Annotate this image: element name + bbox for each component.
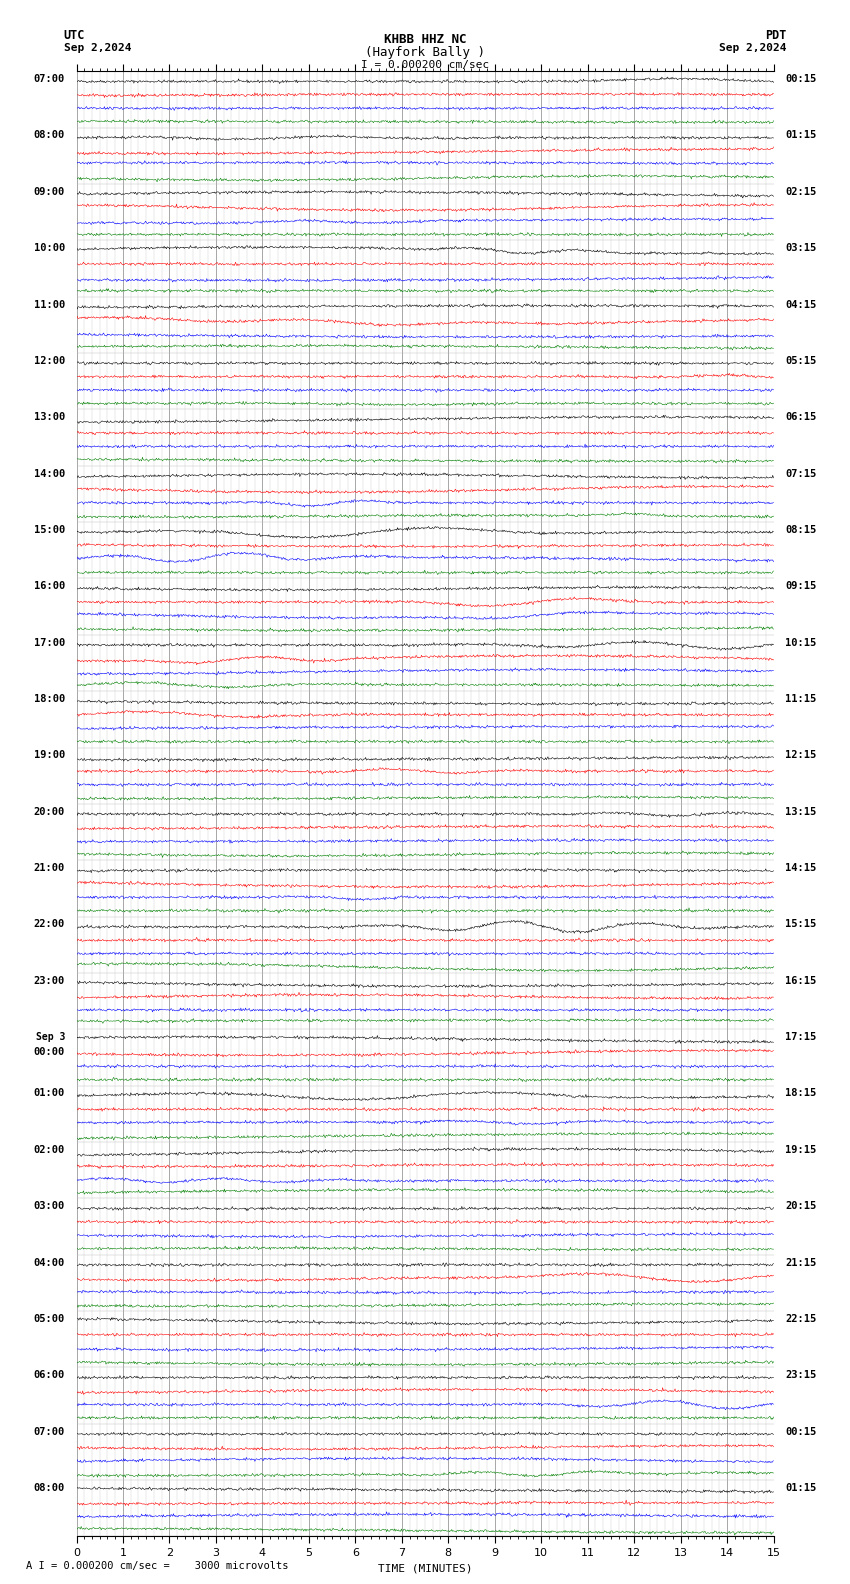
Text: 10:15: 10:15 <box>785 638 816 648</box>
Text: Sep 3: Sep 3 <box>36 1033 65 1042</box>
Text: 17:00: 17:00 <box>34 638 65 648</box>
Text: 21:00: 21:00 <box>34 863 65 873</box>
Text: 01:00: 01:00 <box>34 1088 65 1098</box>
Text: 15:00: 15:00 <box>34 524 65 535</box>
Text: 20:00: 20:00 <box>34 806 65 817</box>
Text: 09:15: 09:15 <box>785 581 816 591</box>
Text: 20:15: 20:15 <box>785 1201 816 1212</box>
Text: 17:15: 17:15 <box>785 1033 816 1042</box>
Text: 23:15: 23:15 <box>785 1370 816 1380</box>
Text: A I = 0.000200 cm/sec =    3000 microvolts: A I = 0.000200 cm/sec = 3000 microvolts <box>26 1562 288 1571</box>
Text: (Hayfork Bally ): (Hayfork Bally ) <box>365 46 485 59</box>
Text: 09:00: 09:00 <box>34 187 65 196</box>
Text: 02:00: 02:00 <box>34 1145 65 1155</box>
Text: 12:00: 12:00 <box>34 356 65 366</box>
Text: 11:15: 11:15 <box>785 694 816 703</box>
Text: UTC: UTC <box>64 29 85 41</box>
Text: 03:15: 03:15 <box>785 244 816 253</box>
Text: 23:00: 23:00 <box>34 976 65 985</box>
Text: PDT: PDT <box>765 29 786 41</box>
Text: 08:15: 08:15 <box>785 524 816 535</box>
Text: 04:00: 04:00 <box>34 1258 65 1267</box>
Text: 19:00: 19:00 <box>34 751 65 760</box>
Text: 14:00: 14:00 <box>34 469 65 478</box>
Text: Sep 2,2024: Sep 2,2024 <box>64 43 131 52</box>
Text: 12:15: 12:15 <box>785 751 816 760</box>
Text: 14:15: 14:15 <box>785 863 816 873</box>
Text: 07:15: 07:15 <box>785 469 816 478</box>
Text: 07:00: 07:00 <box>34 74 65 84</box>
Text: 02:15: 02:15 <box>785 187 816 196</box>
Text: 16:00: 16:00 <box>34 581 65 591</box>
Text: 00:15: 00:15 <box>785 1427 816 1437</box>
Text: 15:15: 15:15 <box>785 919 816 930</box>
Text: Sep 2,2024: Sep 2,2024 <box>719 43 786 52</box>
Text: 10:00: 10:00 <box>34 244 65 253</box>
Text: 01:15: 01:15 <box>785 1483 816 1494</box>
Text: 19:15: 19:15 <box>785 1145 816 1155</box>
Text: 21:15: 21:15 <box>785 1258 816 1267</box>
Text: 16:15: 16:15 <box>785 976 816 985</box>
Text: 05:15: 05:15 <box>785 356 816 366</box>
Text: 06:15: 06:15 <box>785 412 816 423</box>
Text: 03:00: 03:00 <box>34 1201 65 1212</box>
Text: I = 0.000200 cm/sec: I = 0.000200 cm/sec <box>361 60 489 70</box>
Text: 13:00: 13:00 <box>34 412 65 423</box>
Text: 07:00: 07:00 <box>34 1427 65 1437</box>
Text: 22:00: 22:00 <box>34 919 65 930</box>
Text: KHBB HHZ NC: KHBB HHZ NC <box>383 33 467 46</box>
Text: 08:00: 08:00 <box>34 1483 65 1494</box>
Text: 08:00: 08:00 <box>34 130 65 141</box>
Text: 18:00: 18:00 <box>34 694 65 703</box>
Text: 11:00: 11:00 <box>34 299 65 309</box>
Text: 06:00: 06:00 <box>34 1370 65 1380</box>
Text: 05:00: 05:00 <box>34 1313 65 1324</box>
Text: 13:15: 13:15 <box>785 806 816 817</box>
Text: 00:15: 00:15 <box>785 74 816 84</box>
Text: 04:15: 04:15 <box>785 299 816 309</box>
Text: 22:15: 22:15 <box>785 1313 816 1324</box>
Text: 00:00: 00:00 <box>34 1047 65 1058</box>
Text: 01:15: 01:15 <box>785 130 816 141</box>
X-axis label: TIME (MINUTES): TIME (MINUTES) <box>377 1563 473 1574</box>
Text: 18:15: 18:15 <box>785 1088 816 1098</box>
